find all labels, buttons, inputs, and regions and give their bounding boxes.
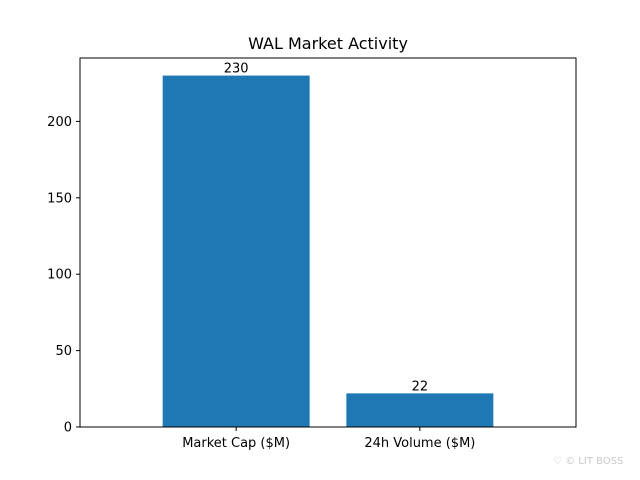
y-tick-label: 200 [47, 115, 72, 130]
chart-title: WAL Market Activity [248, 34, 408, 53]
watermark-logo-icon: ♡ [553, 456, 562, 467]
watermark-text: © LIT BOSS [565, 456, 624, 467]
plot-area: 0 50 100 150 200 Market Cap ($M) 230 24h Volume… [47, 62, 494, 451]
y-tick-label: 0 [64, 421, 72, 436]
data-label: 230 [224, 62, 249, 77]
watermark: ♡ © LIT BOSS [553, 456, 623, 467]
plot-frame [79, 57, 577, 428]
bar [346, 393, 494, 427]
x-tick-label: Market Cap ($M) [182, 436, 290, 451]
x-tick-label: 24h Volume ($M) [364, 436, 475, 451]
y-tick-label: 150 [47, 191, 72, 206]
y-tick-label: 100 [47, 268, 72, 283]
y-tick-label: 50 [55, 344, 72, 359]
bar [162, 75, 310, 428]
data-label: 22 [412, 379, 429, 394]
